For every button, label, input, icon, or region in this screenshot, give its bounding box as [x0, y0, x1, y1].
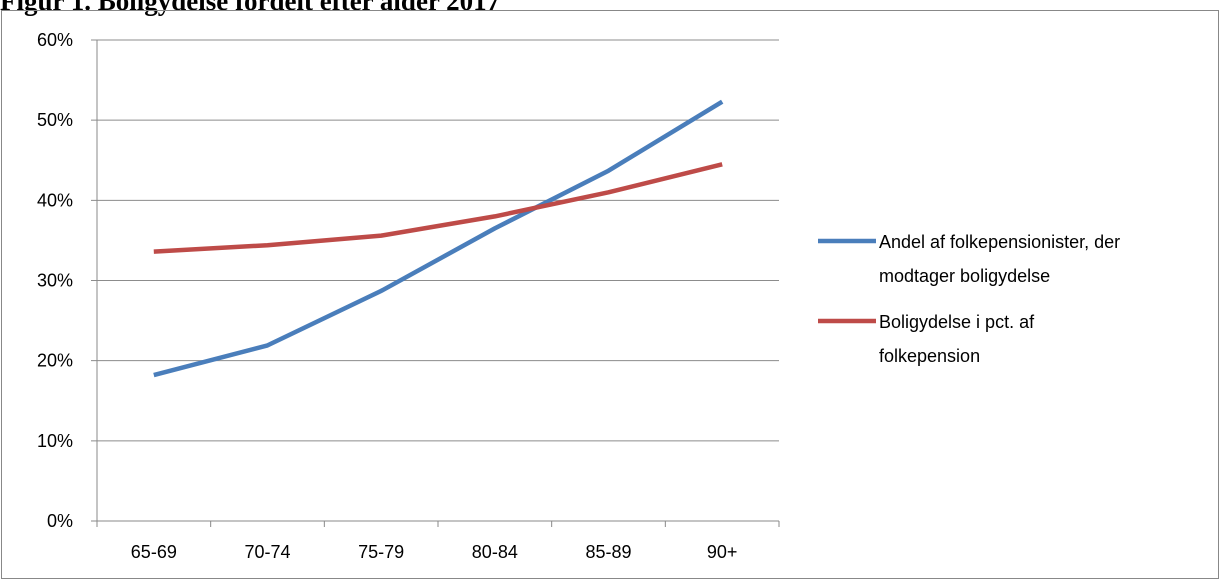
series-line-1 — [153, 99, 724, 378]
y-tick-label: 60% — [37, 30, 73, 50]
y-tick-label: 20% — [37, 351, 73, 371]
x-tick-label: 80-84 — [472, 542, 518, 562]
y-tick-label: 40% — [37, 190, 73, 210]
legend-label: folkepension — [879, 346, 980, 366]
chart-title: Figur 1. Boligydelse fordelt efter alder… — [0, 0, 501, 16]
y-tick-label: 0% — [47, 511, 73, 531]
y-tick-label: 50% — [37, 110, 73, 130]
y-tick-label: 10% — [37, 431, 73, 451]
legend-label: Andel af folkepensionister, der — [879, 232, 1120, 252]
x-tick-label: 85-89 — [585, 542, 631, 562]
x-tick-label: 70-74 — [244, 542, 290, 562]
x-tick-label: 90+ — [707, 542, 738, 562]
x-tick-label: 75-79 — [358, 542, 404, 562]
y-tick-label: 30% — [37, 271, 73, 291]
legend-label: Boligydelse i pct. af — [879, 312, 1035, 332]
chart-frame — [1, 10, 1219, 579]
legend-label: modtager boligydelse — [879, 266, 1050, 286]
x-tick-label: 65-69 — [131, 542, 177, 562]
series-line-2 — [153, 162, 723, 254]
